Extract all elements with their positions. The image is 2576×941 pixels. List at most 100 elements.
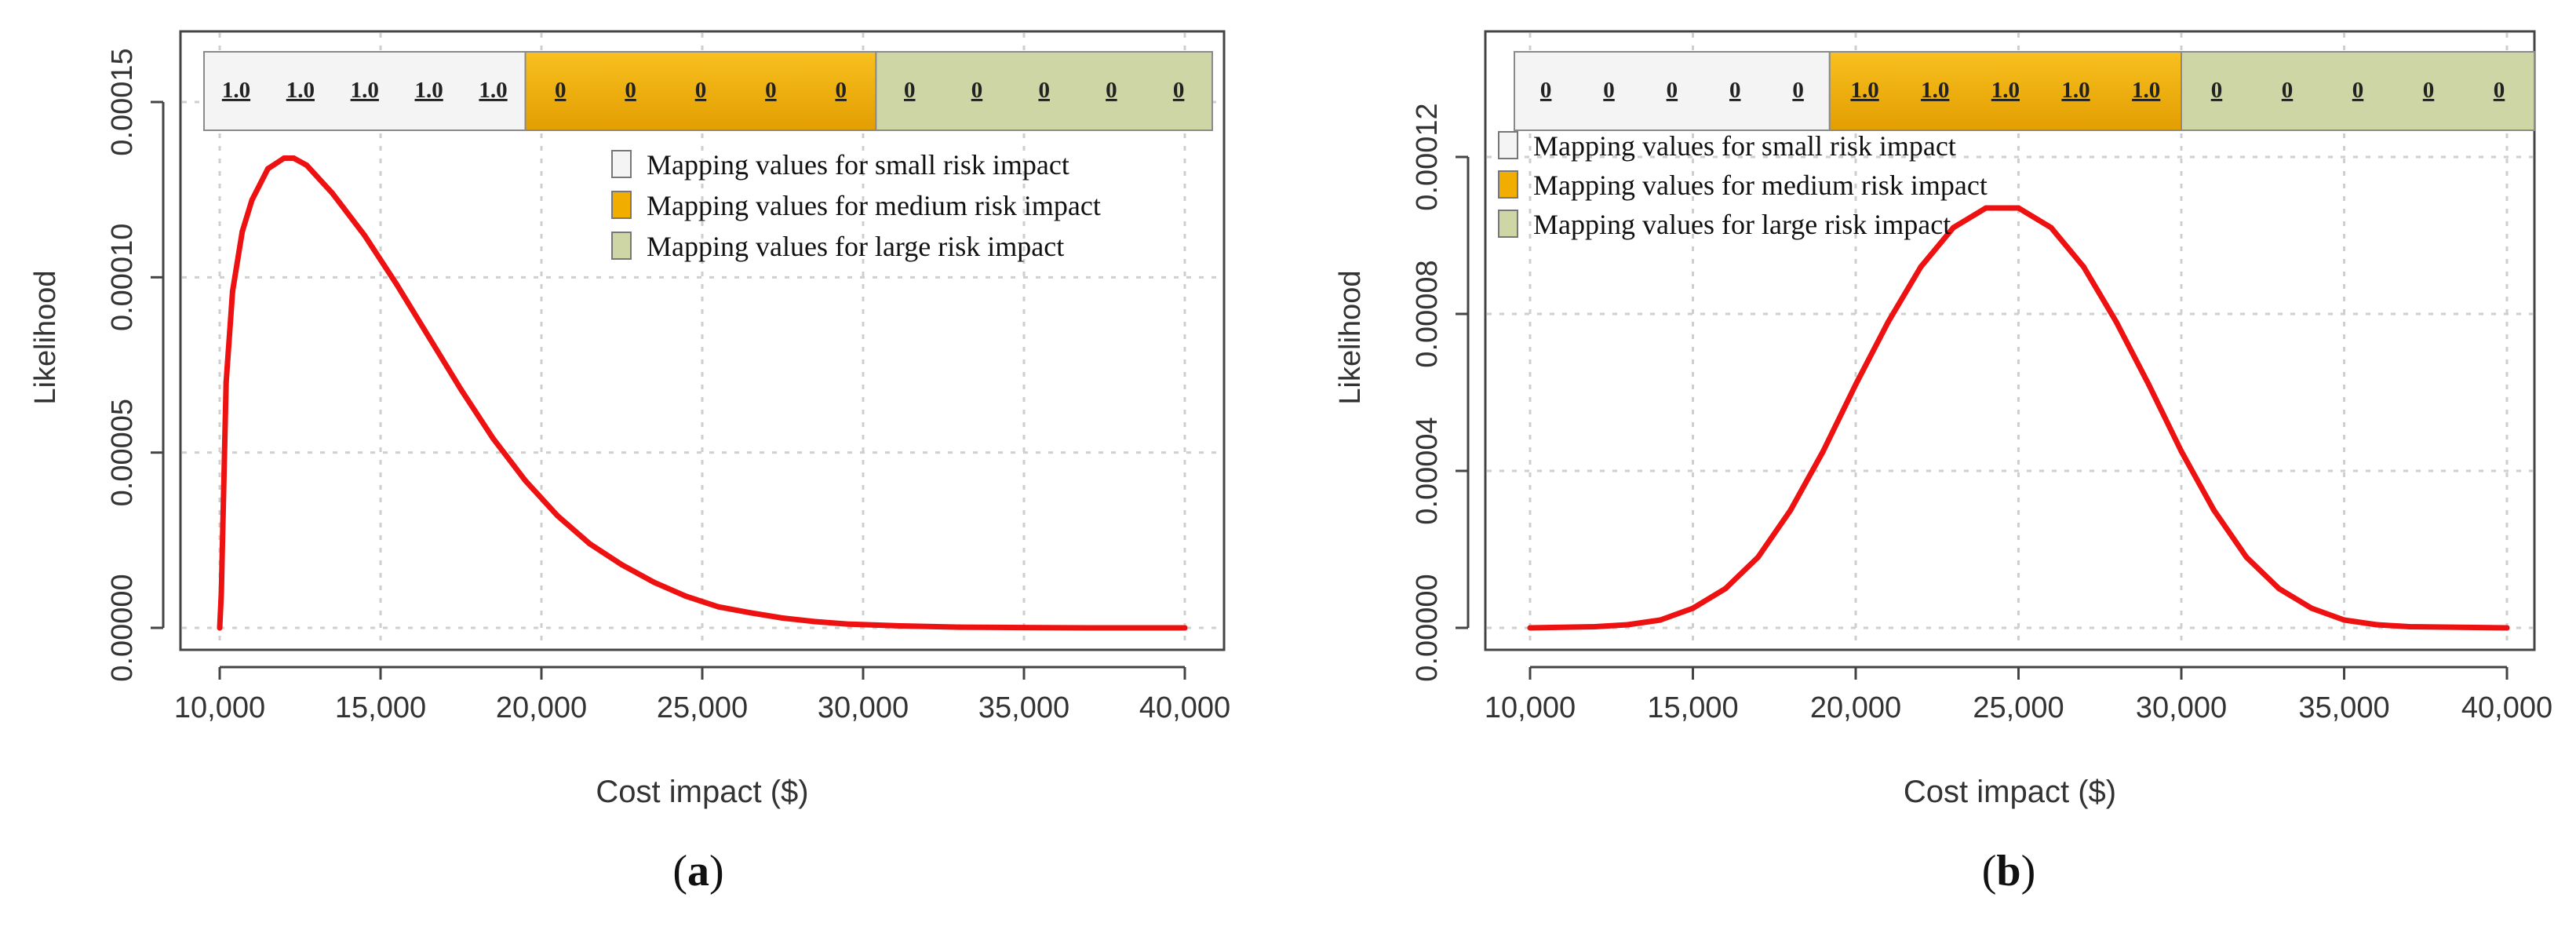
mapping-value: 1.0 [479,78,507,103]
y-tick-label: 0.00012 [1411,103,1444,210]
mapping-band-medium [1828,51,2183,131]
x-tick-label: 35,000 [2298,691,2389,724]
mapping-value: 0 [1792,78,1804,103]
x-tick-label: 25,000 [657,691,748,724]
data-point [2308,605,2315,611]
legend-swatch [611,150,632,178]
data-point [956,624,963,630]
mapping-value: 0 [1540,78,1552,103]
legend-swatch [611,232,632,260]
data-point [304,162,310,168]
mapping-band-large [2181,51,2535,131]
data-point [1820,448,1826,454]
mapping-band-medium [524,51,877,131]
data-point [1625,622,1630,628]
data-point [223,379,229,385]
data-point [1592,624,1598,629]
data-point [2374,622,2380,628]
data-point [426,334,432,340]
data-point [2048,224,2054,231]
mapping-value: 1.0 [1991,78,2020,103]
x-tick-label: 30,000 [2136,691,2227,724]
data-point [683,593,689,600]
data-point [587,541,592,547]
data-point [2081,264,2086,270]
mapping-value: 0 [971,78,983,103]
mapping-value: 0 [835,78,847,103]
mapping-value: 0 [2282,78,2294,103]
data-point [1182,625,1188,631]
x-tick-label: 30,000 [818,691,909,724]
x-tick-label: 15,000 [1647,691,1738,724]
data-point [1021,625,1027,631]
data-point [217,625,223,631]
mapping-value: 0 [904,78,916,103]
data-point [394,281,399,287]
panel-label: (b) [1982,847,2035,895]
data-point [1527,625,1533,631]
mapping-value: 1.0 [415,78,443,103]
x-tick-label: 20,000 [1810,691,1901,724]
legend-swatch [611,191,632,219]
data-point [2341,617,2347,623]
plot-frame [179,30,1226,651]
mapping-value: 0 [625,78,636,103]
x-tick-label: 40,000 [1139,691,1230,724]
data-point [716,604,721,610]
mapping-value: 1.0 [351,78,379,103]
data-point [1657,617,1663,623]
y-tick-label: 0.00015 [106,48,139,155]
data-point [619,562,625,568]
data-point [2407,624,2412,629]
plot-frame [1484,30,2536,651]
mapping-value: 0 [1667,78,1678,103]
y-axis-title: Likelihood [1334,270,1367,404]
x-tick-label: 40,000 [2461,691,2552,724]
mapping-value: 0 [1173,78,1185,103]
legend-swatch [1498,131,1518,159]
data-point [2113,319,2119,325]
y-axis-title: Likelihood [29,270,62,404]
data-point [1722,585,1729,592]
data-point [2504,625,2510,631]
legend-label: Mapping values for medium risk impact [647,190,1101,221]
data-point [458,386,464,392]
y-tick-label: 0.00000 [1411,574,1444,681]
data-point [1853,381,1859,388]
legend-label: Mapping values for large risk impact [647,231,1064,262]
mapping-value: 0 [1603,78,1615,103]
data-point [555,512,560,519]
mapping-value: 0 [2211,78,2223,103]
panel-label: (a) [672,847,723,895]
x-axis-title: Cost impact ($) [596,775,808,809]
legend-label: Mapping values for small risk impact [647,149,1069,181]
y-tick-label: 0.00000 [106,574,139,681]
data-point [229,288,235,294]
data-point [1787,507,1794,513]
mapping-band-small [203,51,526,131]
data-point [330,190,335,196]
series-line [217,155,1188,631]
data-point [265,166,271,172]
y-tick-label: 0.00005 [106,399,139,506]
legend-label: Mapping values for small risk impact [1533,130,1956,162]
legend-label: Mapping values for large risk impact [1533,209,1951,240]
mapping-value: 1.0 [222,78,250,103]
legend-label: Mapping values for medium risk impact [1533,170,1988,201]
data-point [2146,381,2152,388]
chart-panel-b: 0 0 0 0 0 1.0 1.0 1.0 1.0 1.0 0 0 0 0 0 10,000 15,000 20,… [1334,30,2552,895]
data-point [844,621,850,627]
legend-swatch [1498,170,1518,199]
x-tick-label: 15,000 [335,691,426,724]
x-tick-label: 35,000 [978,691,1069,724]
mapping-band-small [1514,51,1831,131]
mapping-value: 0 [2423,78,2435,103]
data-point [523,477,528,483]
x-tick-label: 25,000 [1973,691,2064,724]
y-tick-label: 0.00010 [106,224,139,331]
data-point [281,155,287,161]
data-point [218,589,224,596]
data-point [362,232,367,239]
data-point [2211,507,2217,513]
